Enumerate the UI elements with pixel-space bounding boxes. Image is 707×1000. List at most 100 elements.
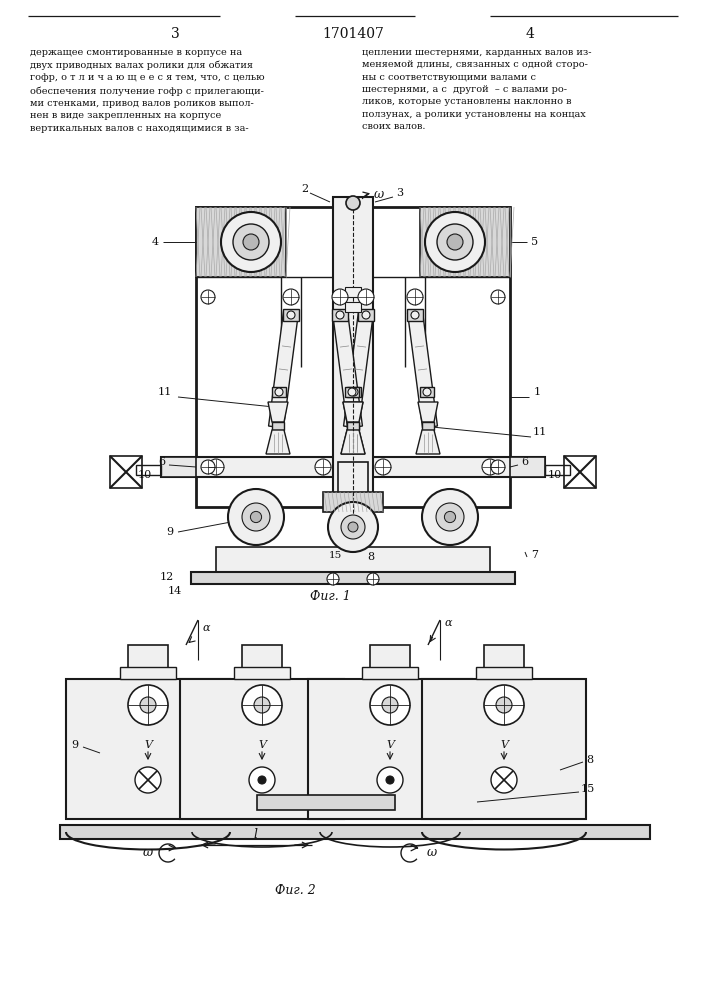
Circle shape [375, 459, 391, 475]
Text: 8: 8 [368, 552, 375, 562]
Circle shape [445, 511, 455, 523]
Polygon shape [343, 402, 363, 422]
Circle shape [491, 290, 505, 304]
Circle shape [341, 515, 365, 539]
Circle shape [135, 767, 161, 793]
Circle shape [350, 388, 358, 396]
Circle shape [377, 767, 403, 793]
Bar [345, 387, 359, 397]
Circle shape [287, 311, 295, 319]
Circle shape [436, 503, 464, 531]
Polygon shape [418, 402, 438, 422]
Text: 11: 11 [158, 387, 172, 397]
Text: V: V [258, 740, 266, 750]
Bar [345, 302, 361, 312]
Polygon shape [266, 430, 290, 454]
Bar [420, 207, 510, 277]
Circle shape [336, 311, 344, 319]
Bar [242, 645, 282, 675]
Bar [510, 457, 545, 477]
Circle shape [411, 311, 419, 319]
Circle shape [484, 685, 524, 725]
Text: ω: ω [143, 846, 153, 859]
Bar [283, 309, 299, 321]
Circle shape [496, 697, 512, 713]
Text: 4: 4 [525, 27, 534, 41]
Circle shape [315, 459, 331, 475]
Circle shape [201, 290, 215, 304]
Circle shape [283, 289, 299, 305]
Polygon shape [268, 402, 288, 422]
Polygon shape [341, 430, 365, 454]
Bar [216, 547, 490, 572]
Circle shape [370, 685, 410, 725]
Bar [347, 387, 361, 397]
Circle shape [221, 212, 281, 272]
Bar [60, 825, 650, 839]
Text: 10: 10 [548, 470, 562, 480]
Bar [420, 387, 434, 397]
Bar [362, 667, 418, 679]
Text: l: l [253, 828, 257, 842]
Text: 8: 8 [586, 755, 594, 765]
Bar [272, 422, 284, 430]
Circle shape [348, 522, 358, 532]
Bar [358, 309, 374, 321]
Text: 15: 15 [581, 784, 595, 794]
Circle shape [275, 388, 283, 396]
Circle shape [491, 767, 517, 793]
Circle shape [128, 685, 168, 725]
Bar [545, 465, 570, 475]
Circle shape [242, 685, 282, 725]
Text: V: V [386, 740, 394, 750]
Circle shape [250, 511, 262, 523]
Bar [110, 456, 142, 488]
Text: 4: 4 [151, 237, 158, 247]
Polygon shape [341, 430, 365, 454]
Text: 1701407: 1701407 [322, 27, 384, 41]
Circle shape [254, 697, 270, 713]
Bar [196, 207, 286, 277]
Bar [422, 679, 586, 819]
Circle shape [258, 776, 266, 784]
Circle shape [358, 289, 374, 305]
Circle shape [362, 311, 370, 319]
Bar [323, 492, 383, 512]
Bar [120, 667, 176, 679]
Text: 6: 6 [522, 457, 529, 467]
Bar [234, 667, 290, 679]
Bar [347, 422, 359, 430]
Text: 9: 9 [166, 527, 173, 537]
Text: 11: 11 [533, 427, 547, 437]
Circle shape [447, 234, 463, 250]
Bar [128, 645, 168, 675]
Circle shape [422, 489, 478, 545]
Text: 10: 10 [138, 470, 152, 480]
Text: V: V [500, 740, 508, 750]
Circle shape [423, 388, 431, 396]
Circle shape [140, 697, 156, 713]
Bar [191, 572, 515, 584]
Bar [308, 679, 472, 819]
Bar [370, 645, 410, 675]
Bar [347, 422, 359, 430]
Circle shape [346, 196, 360, 210]
Bar [196, 207, 510, 507]
Circle shape [243, 234, 259, 250]
Bar [180, 679, 344, 819]
Polygon shape [343, 402, 363, 422]
Bar [333, 197, 373, 517]
Bar [332, 309, 348, 321]
Polygon shape [407, 311, 438, 428]
Text: держащее смонтированные в корпусе на
двух приводных валах ролики для обжатия
гоф: держащее смонтированные в корпусе на дву… [30, 48, 264, 133]
Polygon shape [344, 311, 373, 428]
Circle shape [425, 212, 485, 272]
Circle shape [228, 489, 284, 545]
Circle shape [386, 776, 394, 784]
Text: 3: 3 [397, 188, 404, 198]
Circle shape [382, 697, 398, 713]
Circle shape [201, 460, 215, 474]
Text: α: α [202, 623, 210, 633]
Text: α: α [444, 618, 452, 628]
Text: Фиг. 2: Фиг. 2 [274, 884, 315, 896]
